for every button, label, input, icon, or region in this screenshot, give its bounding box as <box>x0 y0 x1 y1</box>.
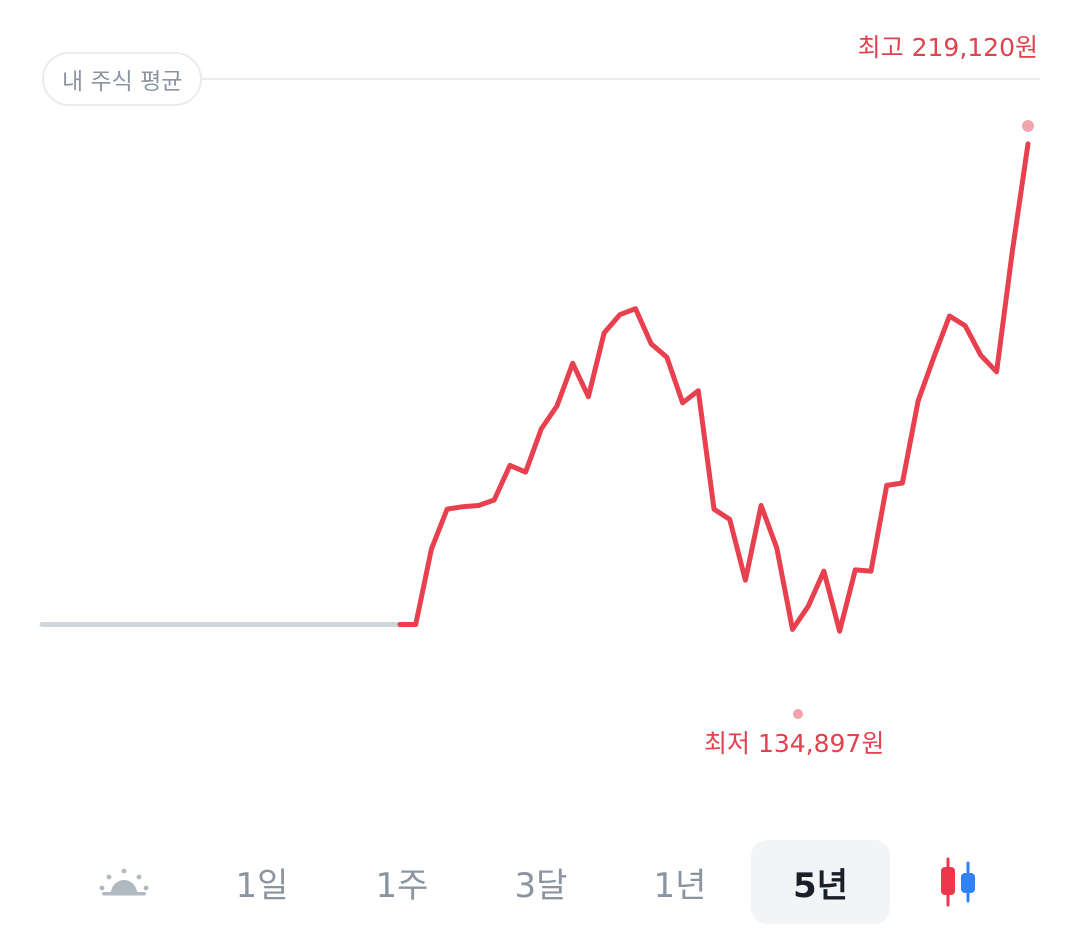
tab-5years[interactable]: 5년 <box>751 840 890 924</box>
tab-1year[interactable]: 1년 <box>653 865 707 906</box>
tab-1week[interactable]: 1주 <box>375 865 429 906</box>
price-line <box>397 141 1031 634</box>
high-marker <box>1022 119 1034 132</box>
low-price-label: 최저 134,897원 <box>704 729 885 758</box>
tab-realtime[interactable] <box>62 840 186 924</box>
high-price-label: 최고 219,120원 <box>857 33 1038 62</box>
low-marker <box>793 709 803 719</box>
my-average-badge[interactable]: 내 주식 평균 <box>42 52 203 106</box>
period-tab-bar: 1일 1주 3달 1년 5년 <box>0 840 1080 924</box>
price-chart[interactable] <box>0 0 1080 800</box>
sun-icon <box>99 868 149 896</box>
tab-1day[interactable]: 1일 <box>235 865 289 906</box>
candlestick-icon <box>941 857 975 907</box>
tab-candlestick[interactable] <box>896 840 1020 924</box>
tab-3months[interactable]: 3달 <box>514 865 568 906</box>
